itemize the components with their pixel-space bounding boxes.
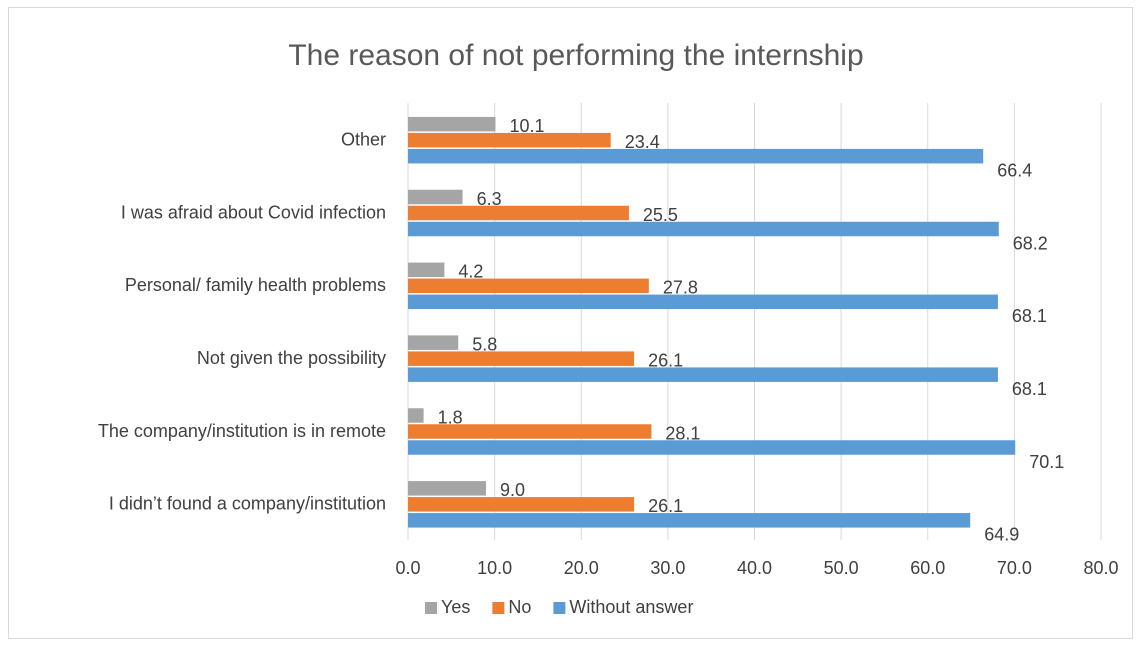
x-tick-label: 30.0	[650, 558, 685, 578]
x-tick-label: 20.0	[564, 558, 599, 578]
x-tick-label: 60.0	[910, 558, 945, 578]
bar-no	[408, 278, 649, 294]
bars	[408, 116, 1016, 528]
gridlines	[407, 103, 1102, 540]
bar-without-answer	[408, 367, 998, 382]
category-label: Personal/ family health problems	[125, 275, 386, 295]
category-label: Other	[341, 129, 386, 149]
x-tick-label: 50.0	[824, 558, 859, 578]
data-label: 68.1	[1012, 379, 1047, 399]
x-tick-label: 10.0	[477, 558, 512, 578]
data-labels: 10.1 23.4 66.4 6.3 25.5 68.2 4.2 27.8 68.1 5.8 26.…	[438, 116, 1065, 545]
legend: Yes No Without answer	[425, 597, 693, 617]
data-label: 68.1	[1012, 306, 1047, 326]
legend-swatch	[553, 602, 566, 614]
value-axis: 0.0 10.0 20.0 30.0 40.0 50.0 60.0 70.0 80.0	[395, 558, 1118, 578]
x-tick-label: 70.0	[997, 558, 1032, 578]
x-tick-label: 40.0	[737, 558, 772, 578]
bar-no	[408, 497, 635, 512]
data-label: 28.1	[665, 423, 700, 443]
data-label: 26.1	[648, 350, 683, 370]
bar-without-answer	[408, 513, 971, 528]
chart-frame: The reason of not performing the interns…	[8, 7, 1133, 639]
bar-without-answer	[408, 294, 998, 310]
legend-label: Without answer	[569, 597, 693, 617]
category-label: Not given the possibility	[197, 348, 386, 368]
bar-yes	[408, 335, 459, 350]
bar-no	[408, 132, 611, 148]
category-axis: Other I was afraid about Covid infection P…	[98, 129, 386, 513]
data-label: 25.5	[643, 205, 678, 225]
category-label: The company/institution is in remote	[98, 421, 386, 441]
bar-no	[408, 424, 652, 439]
legend-swatch	[425, 602, 437, 614]
bar-no	[408, 351, 635, 366]
data-label: 68.2	[1013, 233, 1048, 253]
bar-chart: The reason of not performing the interns…	[98, 39, 1119, 617]
bar-without-answer	[408, 221, 999, 237]
bar-yes	[408, 481, 486, 496]
bar-yes	[408, 262, 445, 278]
data-label: 4.2	[458, 262, 483, 282]
legend-label: Yes	[441, 597, 470, 617]
bar-no	[408, 205, 629, 221]
data-label: 5.8	[472, 334, 497, 354]
bar-yes	[408, 408, 424, 423]
category-label: I was afraid about Covid infection	[121, 202, 386, 222]
legend-swatch	[492, 602, 505, 614]
bar-without-answer	[408, 148, 984, 164]
category-label: I didn’t found a company/institution	[109, 494, 386, 514]
legend-label: No	[508, 597, 531, 617]
data-label: 27.8	[663, 278, 698, 298]
x-tick-label: 0.0	[395, 558, 420, 578]
data-label: 23.4	[625, 132, 660, 152]
data-label: 70.1	[1029, 452, 1064, 472]
data-label: 1.8	[438, 407, 463, 427]
data-label: 64.9	[984, 525, 1019, 545]
data-label: 66.4	[997, 160, 1032, 180]
bar-yes	[408, 116, 496, 132]
data-label: 10.1	[509, 116, 544, 136]
x-tick-label: 80.0	[1083, 558, 1118, 578]
data-label: 26.1	[648, 496, 683, 516]
chart-title: The reason of not performing the interns…	[288, 39, 863, 72]
data-label: 9.0	[500, 480, 525, 500]
bar-yes	[408, 189, 463, 205]
bar-without-answer	[408, 440, 1016, 455]
data-label: 6.3	[477, 189, 502, 209]
